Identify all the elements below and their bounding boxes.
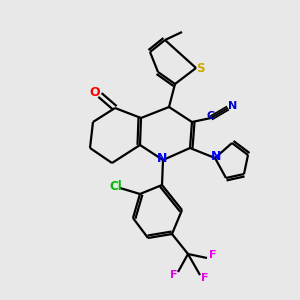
Text: N: N [211, 151, 221, 164]
Text: C: C [207, 111, 215, 121]
Text: Cl: Cl [110, 179, 122, 193]
Text: O: O [90, 86, 100, 100]
Text: N: N [228, 101, 238, 111]
Text: F: F [209, 250, 217, 260]
Text: N: N [157, 152, 167, 166]
Text: F: F [201, 273, 209, 283]
Text: S: S [196, 61, 204, 74]
Text: F: F [170, 270, 178, 280]
